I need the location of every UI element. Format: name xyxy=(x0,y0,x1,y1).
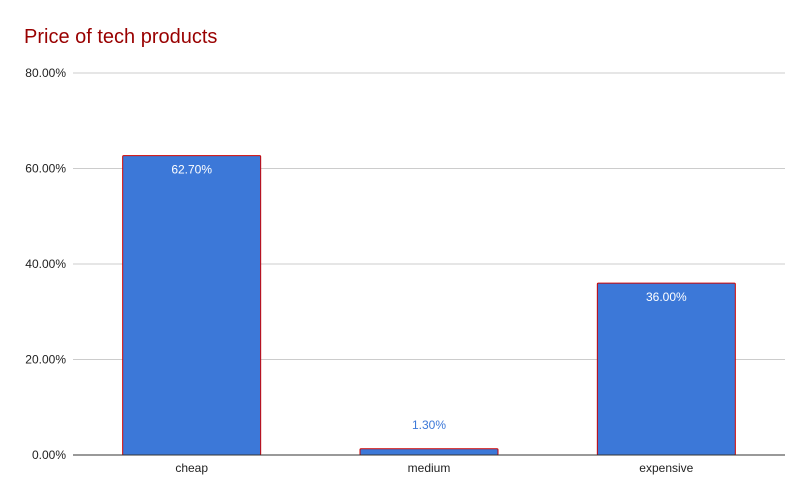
x-tick-label: expensive xyxy=(639,461,693,475)
data-label: 1.30% xyxy=(412,418,446,432)
chart-title: Price of tech products xyxy=(24,26,218,48)
y-tick-label: 20.00% xyxy=(25,353,66,367)
y-tick-label: 60.00% xyxy=(25,162,66,176)
data-label: 62.70% xyxy=(171,163,212,177)
x-axis: cheap medium expensive xyxy=(73,454,785,475)
x-tick-label: cheap xyxy=(175,461,208,475)
data-label: 36.00% xyxy=(646,290,687,304)
x-tick-label: medium xyxy=(408,461,451,475)
bar-medium xyxy=(359,448,499,456)
bar-cheap xyxy=(122,155,262,456)
y-tick-label: 40.00% xyxy=(25,257,66,271)
y-tick-label: 0.00% xyxy=(32,448,66,462)
y-axis: 0.00% 20.00% 40.00% 60.00% 80.00% xyxy=(25,66,66,462)
bars: 62.70% 1.30% 36.00% xyxy=(122,155,736,456)
bar-expensive xyxy=(596,282,736,456)
y-tick-label: 80.00% xyxy=(25,66,66,80)
